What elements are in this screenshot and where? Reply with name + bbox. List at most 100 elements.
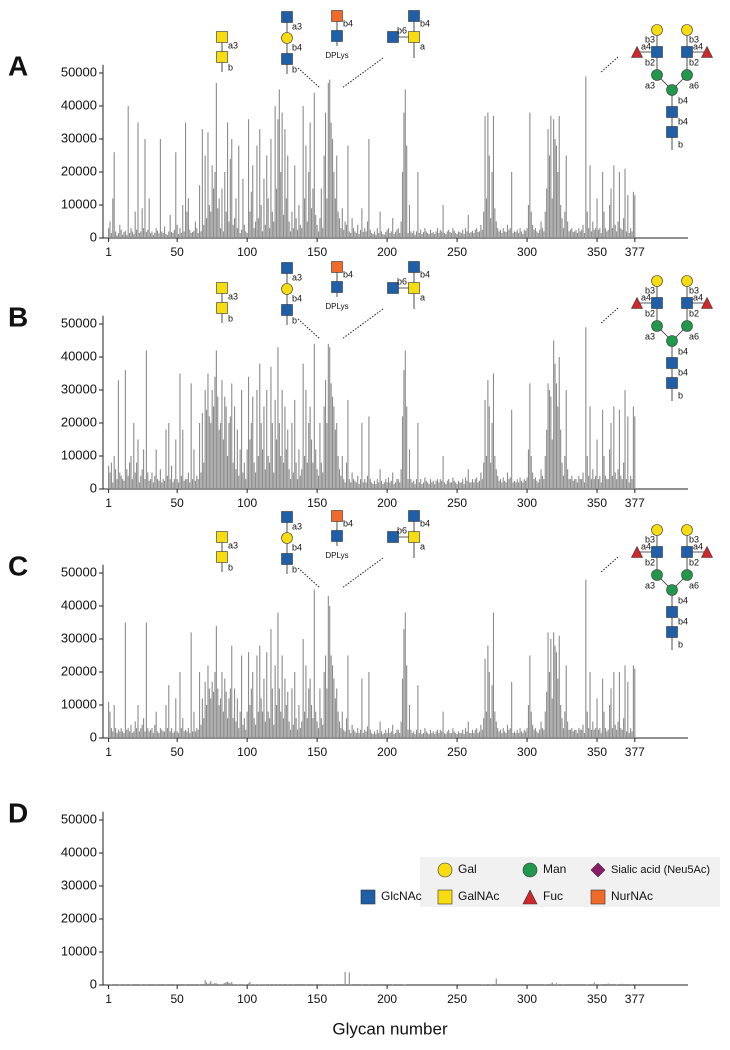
bar: [218, 198, 220, 238]
bar: [182, 718, 184, 738]
bar: [213, 188, 215, 238]
bar: [523, 229, 525, 238]
bar: [109, 472, 111, 489]
bar: [278, 423, 280, 489]
bar: [586, 711, 588, 738]
bar: [211, 165, 213, 238]
bar: [459, 733, 461, 738]
bar: [515, 482, 517, 489]
bar: [376, 228, 378, 238]
bar: [129, 233, 131, 238]
bar: [113, 456, 115, 489]
bar: [231, 383, 233, 489]
bar: [308, 172, 310, 238]
bar: [532, 724, 534, 738]
bar: [130, 228, 132, 238]
bar: [273, 472, 275, 489]
bar: [232, 718, 234, 738]
bar: [296, 729, 299, 738]
bar: [553, 632, 555, 738]
bar: [407, 233, 409, 238]
bar: [474, 479, 476, 489]
glycan-symbol: [522, 889, 538, 905]
bar: [494, 456, 496, 489]
bar: [352, 228, 355, 238]
bar: [442, 205, 444, 238]
bar: [406, 665, 408, 738]
bar: [238, 728, 240, 738]
bar: [547, 383, 549, 489]
bar: [173, 229, 175, 238]
y-tick-label: 30000: [61, 630, 97, 645]
bar: [590, 729, 592, 738]
bar: [138, 731, 140, 738]
bar: [478, 731, 481, 738]
leader-line: [297, 567, 321, 589]
bar: [553, 119, 555, 238]
bar: [256, 390, 258, 489]
bar: [571, 475, 573, 489]
bar: [452, 728, 454, 738]
bar: [473, 482, 475, 489]
bar: [329, 79, 331, 238]
bar: [378, 482, 380, 489]
bar: [243, 718, 245, 738]
bar: [551, 982, 553, 985]
bar: [501, 733, 503, 738]
bar: [616, 984, 618, 985]
bar: [282, 462, 285, 489]
bar: [414, 234, 416, 238]
bar: [264, 469, 266, 489]
bar: [560, 205, 562, 238]
glycan-symbol: [681, 275, 693, 287]
bar: [604, 228, 606, 238]
bar: [429, 479, 432, 489]
bar: [413, 230, 415, 238]
bar: [319, 688, 321, 738]
glycan-linkage-label: b: [292, 315, 297, 325]
bar: [312, 718, 314, 738]
bar: [487, 645, 489, 738]
bar: [585, 76, 587, 238]
y-tick-label: 10000: [61, 696, 97, 711]
bar: [582, 984, 584, 985]
bar: [333, 172, 335, 238]
bar: [596, 698, 598, 738]
bar: [547, 129, 549, 238]
x-tick-label: 250: [447, 496, 467, 510]
bar: [588, 228, 590, 238]
bar: [254, 472, 257, 489]
glycan-symbol: [408, 31, 420, 43]
bar: [207, 984, 209, 985]
bar: [162, 479, 164, 489]
bar: [383, 733, 385, 738]
bar: [546, 188, 548, 238]
bar: [200, 231, 202, 238]
bar: [434, 734, 436, 738]
bar: [572, 232, 574, 238]
bar: [316, 224, 318, 238]
bar: [464, 228, 467, 238]
bar: [292, 724, 294, 738]
bar: [112, 482, 114, 489]
bar: [213, 984, 215, 985]
bar: [582, 472, 584, 489]
x-tick-label: 150: [307, 245, 327, 259]
bar: [508, 229, 510, 238]
bar: [627, 195, 629, 238]
bar: [372, 234, 374, 238]
bar: [411, 733, 413, 738]
bar: [282, 214, 285, 238]
bar: [509, 228, 511, 238]
bar: [204, 980, 206, 985]
bar: [625, 479, 627, 489]
bar: [520, 731, 523, 738]
bar: [345, 462, 348, 489]
bar: [337, 211, 339, 238]
glycan-linkage-label: b: [228, 562, 233, 572]
glycan-symbol: [281, 32, 293, 44]
bar: [442, 711, 444, 738]
bar: [420, 229, 422, 238]
bar: [579, 231, 581, 238]
bar: [554, 139, 556, 238]
